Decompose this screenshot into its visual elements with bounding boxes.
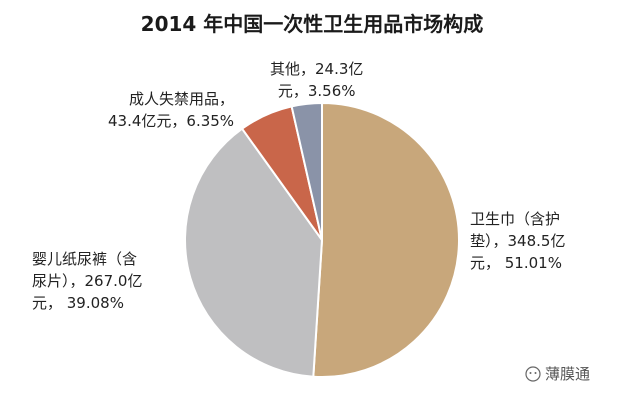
slice-baby-diapers (184, 127, 324, 378)
label-line: 其他，24.3亿 (270, 60, 364, 78)
label-line: 卫生巾（含护 (470, 210, 561, 228)
chart-title: 2014 年中国一次性卫生用品市场构成 (140, 12, 484, 36)
label-line: 成人失禁用品， (129, 90, 235, 108)
label-line: 43.4亿元，6.35% (108, 112, 235, 130)
label-adult-incontinence: 成人失禁用品， 43.4亿元，6.35% (108, 88, 234, 132)
wechat-icon (525, 365, 541, 382)
label-line: 元，3.56% (277, 82, 356, 100)
watermark: 薄膜通 (525, 363, 590, 384)
label-line: 元， 51.01% (470, 254, 562, 272)
label-baby-diapers: 婴儿纸尿裤（含 尿片），267.0亿 元， 39.08% (32, 248, 142, 314)
slice-sanitary-napkins (312, 101, 460, 378)
label-line: 元， 39.08% (32, 294, 124, 312)
label-others: 其他，24.3亿 元，3.56% (270, 58, 363, 102)
label-line: 垫），348.5亿 (470, 232, 566, 250)
label-line: 尿片），267.0亿 (32, 272, 143, 290)
label-sanitary-napkins: 卫生巾（含护 垫），348.5亿 元， 51.01% (470, 208, 565, 274)
watermark-text: 薄膜通 (544, 365, 590, 383)
slice-others (290, 101, 323, 241)
label-line: 婴儿纸尿裤（含 (32, 250, 138, 268)
